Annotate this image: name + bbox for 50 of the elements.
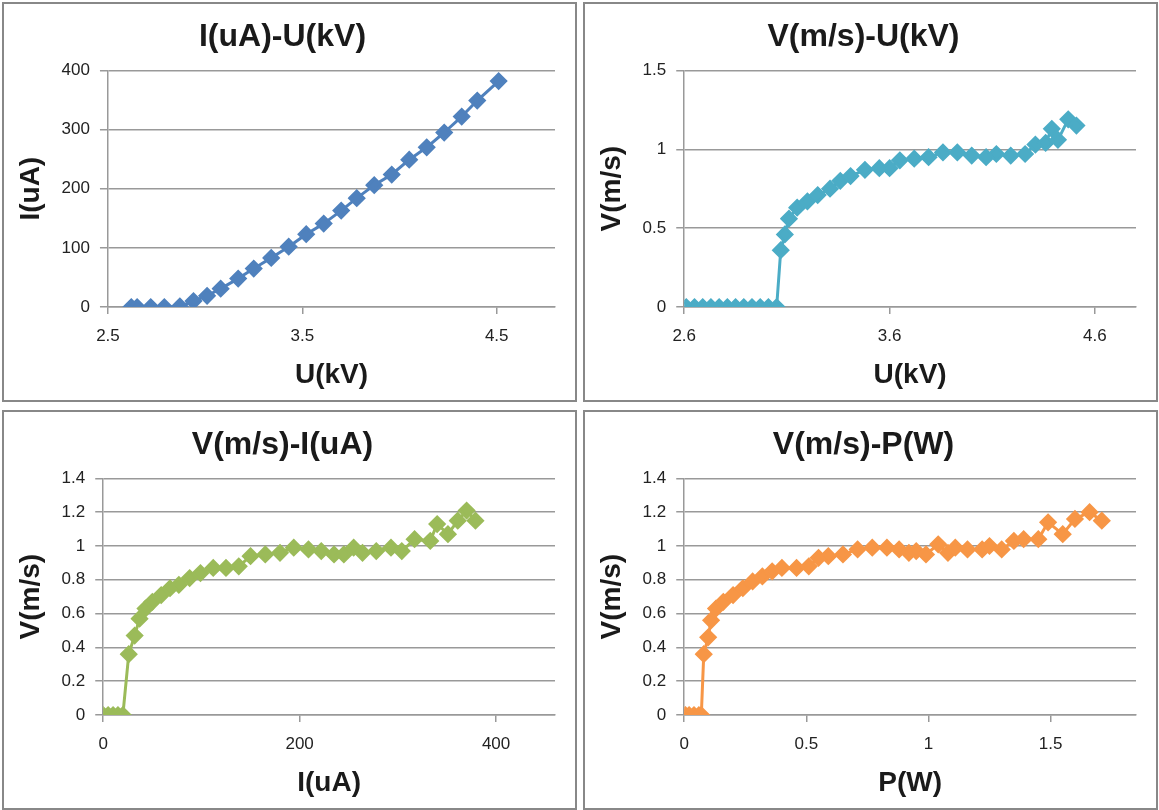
y-tick-label: 1.4: [642, 468, 667, 488]
x-tick-label: 0: [679, 733, 689, 753]
chart-title: V(m/s)-U(kV): [767, 17, 960, 54]
chart-title: V(m/s)-P(W): [772, 425, 955, 462]
y-tick-label: 0.2: [61, 670, 86, 690]
y-tick-label: 0.8: [642, 569, 667, 589]
x-tick-label: 2.5: [96, 325, 120, 345]
y-tick-label: 0.8: [61, 569, 86, 589]
x-tick-label: 3.5: [290, 325, 315, 345]
y-axis-title: V(m/s): [594, 553, 626, 640]
y-tick-label: 1: [75, 535, 86, 555]
y-tick-label: 100: [61, 237, 90, 257]
y-tick-label: 1.5: [642, 60, 667, 80]
y-tick-label: 0.4: [61, 637, 86, 657]
y-tick-label: 0.5: [642, 217, 667, 237]
y-tick-label: 1: [656, 138, 667, 158]
x-tick-label: 2.6: [672, 325, 697, 345]
x-tick-label: 1: [923, 733, 934, 753]
x-axis-title: U(kV): [873, 357, 947, 389]
y-tick-label: 0: [75, 704, 86, 724]
y-tick-label: 0.6: [642, 603, 667, 623]
y-tick-label: 0.4: [642, 637, 667, 657]
x-axis-title: I(uA): [297, 765, 361, 797]
y-tick-label: 0: [80, 296, 90, 316]
y-tick-label: 0.2: [642, 670, 667, 690]
x-axis-title: U(kV): [294, 357, 369, 389]
y-tick-label: 0.6: [61, 603, 86, 623]
x-tick-label: 1.5: [1038, 733, 1063, 753]
y-axis-title: V(m/s): [13, 553, 45, 640]
y-tick-label: 400: [61, 60, 90, 80]
y-tick-label: 1.4: [61, 468, 86, 488]
x-tick-label: 0.5: [794, 733, 819, 753]
x-axis-title: P(W): [878, 765, 942, 797]
y-tick-label: 0: [656, 296, 667, 316]
chart-title: I(uA)-U(kV): [198, 17, 367, 54]
y-tick-label: 0: [656, 704, 667, 724]
y-tick-label: 1.2: [642, 501, 667, 521]
x-tick-label: 4.5: [484, 325, 509, 345]
y-tick-label: 300: [61, 119, 90, 139]
x-tick-label: 0: [98, 733, 108, 753]
chart-title: V(m/s)-I(uA): [191, 425, 374, 462]
x-tick-label: 4.6: [1083, 325, 1107, 345]
x-tick-label: 3.6: [877, 325, 902, 345]
y-tick-label: 200: [61, 178, 90, 198]
x-tick-label: 400: [481, 733, 511, 753]
y-axis-title: V(m/s): [594, 145, 626, 232]
y-tick-label: 1: [656, 535, 667, 555]
x-tick-label: 200: [285, 733, 314, 753]
y-tick-label: 1.2: [61, 501, 86, 521]
y-axis-title: I(uA): [13, 156, 45, 221]
